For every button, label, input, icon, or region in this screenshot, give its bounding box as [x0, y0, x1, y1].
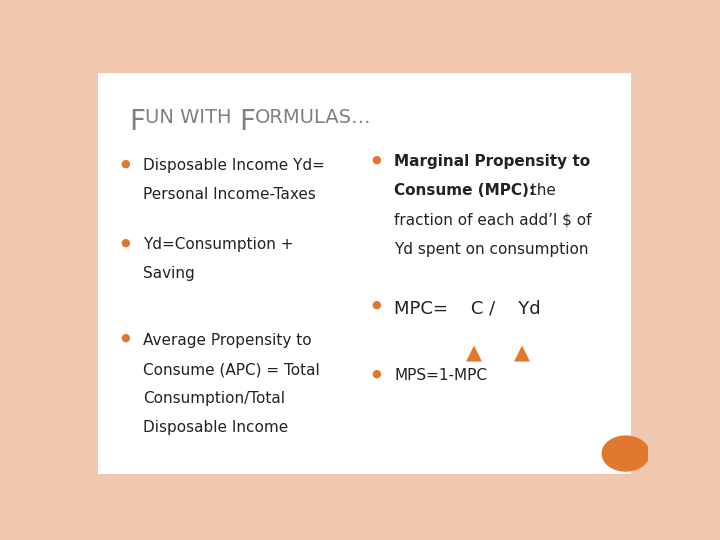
- Text: Yd spent on consumption: Yd spent on consumption: [394, 241, 589, 256]
- FancyBboxPatch shape: [99, 73, 631, 474]
- Text: Marginal Propensity to: Marginal Propensity to: [394, 154, 590, 169]
- Text: Yd=Consumption +: Yd=Consumption +: [143, 238, 294, 252]
- Text: MPS=1-MPC: MPS=1-MPC: [394, 368, 487, 383]
- Text: ●: ●: [121, 333, 130, 343]
- Text: MPC=    C /    Yd: MPC= C / Yd: [394, 300, 541, 318]
- Text: F: F: [240, 109, 256, 137]
- Text: Consume (MPC):: Consume (MPC):: [394, 183, 535, 198]
- Circle shape: [602, 436, 649, 471]
- Text: ●: ●: [372, 368, 382, 379]
- Text: fraction of each add’l $ of: fraction of each add’l $ of: [394, 212, 592, 227]
- Text: ▲: ▲: [514, 343, 530, 363]
- Text: ●: ●: [372, 300, 382, 310]
- Text: ORMULAS…: ORMULAS…: [255, 109, 372, 127]
- Text: ▲: ▲: [466, 343, 482, 363]
- Text: Consume (APC) = Total: Consume (APC) = Total: [143, 362, 320, 377]
- Text: Personal Income-Taxes: Personal Income-Taxes: [143, 187, 316, 202]
- Text: the: the: [521, 183, 557, 198]
- Text: Average Propensity to: Average Propensity to: [143, 333, 312, 348]
- Text: UN WITH: UN WITH: [145, 109, 238, 127]
- Text: ●: ●: [372, 154, 382, 164]
- Text: F: F: [129, 109, 145, 137]
- Text: Saving: Saving: [143, 266, 194, 281]
- Text: ●: ●: [121, 238, 130, 247]
- Text: ●: ●: [121, 158, 130, 168]
- Text: Disposable Income: Disposable Income: [143, 420, 288, 435]
- Text: Consumption/Total: Consumption/Total: [143, 391, 285, 406]
- Text: Disposable Income Yd=: Disposable Income Yd=: [143, 158, 325, 173]
